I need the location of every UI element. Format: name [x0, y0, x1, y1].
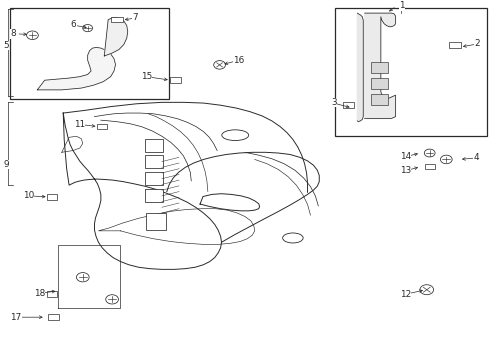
Bar — [48, 314, 59, 320]
Text: 16: 16 — [233, 56, 244, 65]
Polygon shape — [365, 13, 395, 118]
Bar — [98, 124, 107, 130]
Text: 1: 1 — [399, 1, 405, 10]
Polygon shape — [104, 17, 128, 56]
Text: 9: 9 — [3, 160, 9, 169]
Bar — [111, 17, 123, 22]
Bar — [449, 42, 461, 49]
Bar — [147, 213, 166, 230]
Bar — [145, 189, 163, 202]
Text: 11: 11 — [74, 120, 85, 129]
Bar — [343, 102, 354, 108]
Bar — [170, 77, 181, 84]
Bar — [425, 164, 435, 170]
Text: 15: 15 — [141, 72, 152, 81]
Text: 2: 2 — [475, 39, 480, 48]
Bar — [371, 94, 388, 105]
Text: 18: 18 — [34, 289, 45, 298]
Bar — [145, 155, 163, 168]
Bar — [145, 139, 163, 152]
Text: 17: 17 — [10, 313, 22, 322]
Ellipse shape — [283, 233, 303, 243]
Polygon shape — [357, 13, 363, 122]
Text: 5: 5 — [3, 41, 9, 50]
Text: 12: 12 — [400, 290, 411, 299]
Text: 3: 3 — [331, 98, 337, 107]
Text: 13: 13 — [400, 166, 411, 175]
Text: 7: 7 — [133, 13, 138, 22]
Bar — [10, 8, 169, 99]
Text: 14: 14 — [400, 152, 411, 161]
Text: 8: 8 — [10, 29, 16, 38]
Bar — [145, 172, 163, 185]
Bar — [47, 292, 57, 297]
Text: 4: 4 — [474, 153, 479, 162]
Text: 10: 10 — [23, 192, 34, 201]
Bar — [371, 62, 388, 73]
Ellipse shape — [222, 130, 248, 140]
Text: 6: 6 — [71, 20, 76, 29]
Bar — [371, 78, 388, 89]
Polygon shape — [37, 48, 116, 90]
Bar — [335, 8, 487, 136]
Bar — [47, 194, 57, 200]
